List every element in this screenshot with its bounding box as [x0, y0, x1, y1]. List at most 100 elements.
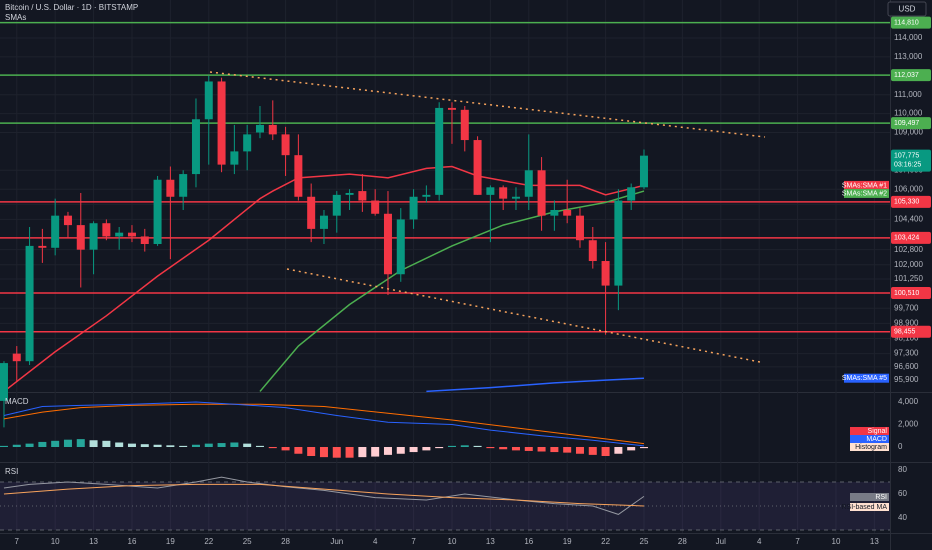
x-tick-label: 28	[678, 537, 687, 546]
candle-body	[230, 151, 239, 165]
x-tick-label: 13	[486, 537, 495, 546]
x-tick-label: 19	[563, 537, 572, 546]
y-tick-label: 102,000	[894, 260, 923, 269]
level-label-bg	[891, 117, 931, 130]
y-tick-label: 80	[898, 465, 907, 474]
y-tick-label: 110,000	[894, 109, 923, 118]
candle-body	[524, 170, 533, 197]
histogram-bar	[102, 440, 111, 448]
pane-badge-bg	[850, 427, 889, 435]
currency-button[interactable]	[887, 1, 927, 17]
sma-badge-bg	[844, 180, 889, 190]
candle-body	[627, 187, 636, 201]
y-tick-label: 40	[898, 513, 907, 522]
candle-body	[127, 232, 136, 237]
y-tick-label: 111,000	[894, 90, 922, 99]
x-tick-label: 22	[204, 537, 213, 546]
y-tick-label: 114,000	[894, 33, 923, 42]
y-tick-label: 95,900	[894, 375, 919, 384]
candle-body	[371, 200, 380, 214]
histogram-bar	[89, 440, 98, 448]
candle-body	[0, 363, 8, 401]
x-tick-label: 4	[757, 537, 762, 546]
y-tick-label: 104,400	[894, 215, 923, 224]
indicator-label: SMAs	[5, 13, 26, 22]
y-tick-label: 101,250	[894, 274, 923, 283]
y-tick-label: 109,000	[894, 128, 923, 137]
histogram-bar	[115, 442, 124, 448]
candle-body	[358, 191, 367, 201]
histogram-bar	[550, 447, 559, 453]
histogram-bar	[537, 447, 546, 452]
candle-body	[281, 134, 290, 156]
candle-body	[204, 81, 213, 120]
level-label: 98,455	[894, 329, 916, 336]
candle-body	[319, 215, 328, 229]
pane-badge-bg	[850, 435, 889, 443]
y-tick-label: 60	[898, 489, 907, 498]
candle-body	[140, 236, 149, 245]
candle-body	[217, 81, 226, 165]
x-tick-label: 25	[640, 537, 649, 546]
candle-body	[550, 209, 559, 216]
histogram-bar	[204, 443, 213, 448]
histogram-bar	[588, 447, 597, 455]
histogram-bar	[460, 445, 469, 448]
candle-body	[563, 209, 572, 216]
pane-badge: Histogram	[855, 444, 887, 451]
histogram-bar	[511, 447, 520, 451]
histogram-bar	[0, 445, 8, 448]
candle-body	[51, 215, 60, 248]
y-tick-label: 98,100	[894, 334, 919, 343]
candle-body	[89, 223, 98, 250]
x-tick-label: Jul	[716, 537, 726, 546]
histogram-bar	[371, 447, 380, 457]
histogram-bar	[332, 447, 341, 458]
y-tick-label: 4,000	[898, 397, 919, 406]
x-tick-label: 10	[832, 537, 841, 546]
candle-body	[422, 194, 431, 197]
sma-badge-bg	[844, 373, 889, 383]
histogram-bar	[307, 447, 316, 457]
histogram-bar	[575, 447, 584, 454]
level-label: 112,037	[894, 72, 919, 79]
candle-body	[179, 174, 188, 197]
y-tick-label: 106,000	[894, 184, 923, 193]
x-tick-label: 13	[89, 537, 98, 546]
candle-body	[409, 196, 418, 220]
candle-body	[115, 232, 124, 237]
x-tick-label: 25	[243, 537, 252, 546]
histogram-bar	[473, 445, 482, 448]
histogram-bar	[409, 447, 418, 453]
currency[interactable]: USD	[899, 5, 916, 14]
sma-badge: SMAs:SMA #2	[842, 190, 887, 197]
histogram-bar	[563, 447, 572, 453]
y-tick-label: 98,900	[894, 318, 919, 327]
candle-body	[537, 170, 546, 216]
y-tick-label: 0	[898, 442, 903, 451]
x-tick-label: 10	[448, 537, 457, 546]
histogram-bar	[140, 444, 149, 448]
macd-line	[3, 401, 645, 447]
candle-body	[447, 107, 456, 110]
histogram-bar	[217, 443, 226, 448]
candle-body	[460, 109, 469, 141]
histogram-bar	[25, 443, 34, 448]
sma-badge: SMAs:SMA #1	[842, 182, 887, 189]
macd-line	[3, 403, 645, 445]
candle-body	[76, 225, 85, 250]
histogram-bar	[294, 447, 303, 454]
candle-body	[383, 213, 392, 275]
x-tick-label: 10	[51, 537, 60, 546]
level-label: 100,510	[894, 290, 919, 297]
candle-body	[639, 155, 648, 188]
histogram-bar	[166, 445, 175, 448]
sma-badge: SMAs:SMA #5	[842, 375, 887, 382]
x-tick-label: 13	[870, 537, 879, 546]
y-tick-label: 96,600	[894, 362, 919, 371]
histogram-bar	[396, 447, 405, 454]
sma-line	[259, 190, 645, 392]
